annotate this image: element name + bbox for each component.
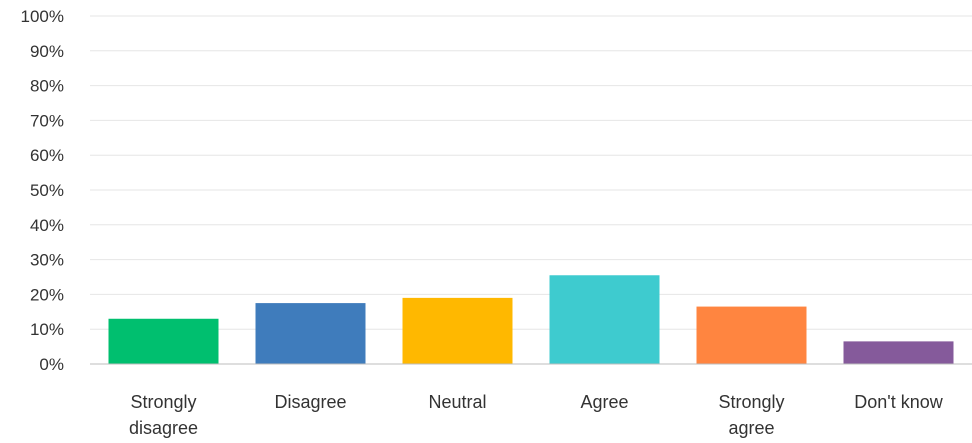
x-category-label: Strongly agree (718, 392, 784, 438)
grid-lines (90, 15, 972, 330)
y-tick-label: 20% (30, 285, 64, 304)
bar (108, 318, 219, 364)
x-category-label: Neutral (428, 392, 486, 412)
y-tick-label: 90% (30, 42, 64, 61)
y-tick-label: 30% (30, 251, 64, 270)
bar (402, 297, 513, 364)
y-tick-label: 60% (30, 146, 64, 165)
x-category-label: Agree (580, 392, 628, 412)
y-tick-label: 10% (30, 320, 64, 339)
bar (696, 306, 807, 364)
x-category-label: Don't know (854, 392, 943, 412)
y-tick-label: 0% (39, 355, 64, 374)
y-tick-label: 100% (21, 7, 64, 26)
x-category-label: Strongly disagree (129, 392, 198, 438)
bar (255, 303, 366, 364)
y-tick-label: 70% (30, 111, 64, 130)
bar (549, 275, 660, 364)
y-tick-label: 50% (30, 181, 64, 200)
y-axis-ticks: 0% 10% 20% 30% 40% 50% 60% 70% 80% 90% 100% (21, 7, 64, 374)
x-axis-labels: Strongly disagree Disagree Neutral Agree Stro… (129, 392, 944, 438)
x-category-label: Disagree (274, 392, 346, 412)
bar (843, 341, 954, 364)
bars (108, 275, 954, 364)
y-tick-label: 40% (30, 216, 64, 235)
y-tick-label: 80% (30, 77, 64, 96)
